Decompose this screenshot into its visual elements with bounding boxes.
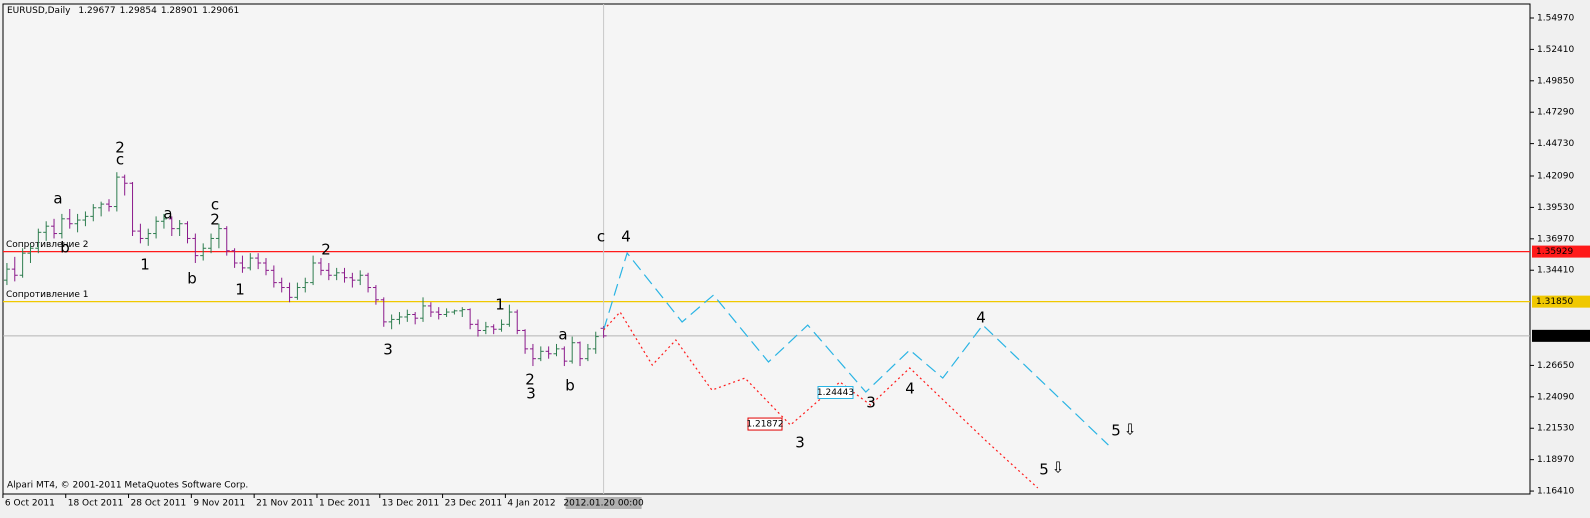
wave-label: 3 (795, 434, 805, 452)
x-tick-label: 9 Nov 2011 (193, 499, 245, 509)
level-price-box (1532, 295, 1590, 308)
wave-label: 1 (235, 281, 245, 299)
price-box (1532, 329, 1590, 342)
wave-label: 2 (115, 139, 125, 157)
y-tick-label: 1.42090 (1537, 172, 1574, 182)
wave-label: ⇩ (1124, 421, 1137, 439)
price-tag (747, 417, 783, 431)
y-tick-label: 1.16410 (1537, 487, 1574, 497)
price-label: 1.29061 (1536, 331, 1573, 341)
x-tick-label: 21 Nov 2011 (256, 499, 314, 509)
wave-label: 5 (1039, 461, 1049, 479)
plot-area (2, 3, 1531, 495)
y-tick-label: 1.34410 (1537, 266, 1574, 276)
header-price: 1.29677 (78, 6, 115, 16)
y-tick-label: 1.49850 (1537, 76, 1574, 86)
wave-label: c (116, 151, 124, 169)
y-tick-label: 1.26650 (1537, 361, 1574, 371)
y-tick-label: 1.44730 (1537, 139, 1574, 149)
cursor-box (565, 497, 642, 509)
wave-label: c (211, 196, 219, 214)
wave-label: 3 (866, 394, 876, 412)
x-tick-label: 18 Oct 2011 (68, 499, 124, 509)
y-tick-label: 1.18970 (1537, 455, 1574, 465)
wave-label: 3 (383, 341, 393, 359)
wave-label: 5 (1111, 422, 1121, 440)
wave-label: 3 (526, 385, 536, 403)
x-tick-label: 28 Oct 2011 (131, 499, 187, 509)
wave-label: c (597, 228, 605, 246)
level-name: Сопротивление 1 (6, 290, 88, 300)
wave-label: 1 (140, 256, 150, 274)
x-tick-label: 4 Jan 2012 (507, 499, 555, 509)
x-tick-label: 23 Dec 2011 (445, 499, 503, 509)
wave-label: 2 (321, 241, 331, 259)
chart-header: EURUSD,Daily 1.29677 1.29854 1.28901 1.29061 (7, 6, 239, 16)
wave-label: 2 (210, 211, 220, 229)
wave-label: b (60, 239, 70, 257)
level-price: 1.31850 (1536, 297, 1573, 307)
x-tick-label: 13 Dec 2011 (382, 499, 440, 509)
y-tick-label: 1.21530 (1537, 424, 1574, 434)
wave-label: b (187, 270, 197, 288)
footer: Alpari MT4, © 2001-2011 MetaQuotes Softw… (7, 481, 248, 491)
price-tag-label: 1.24443 (817, 388, 854, 398)
header-price: 1.29061 (202, 6, 239, 16)
x-tick-label: 6 Oct 2011 (5, 499, 55, 509)
wave-label: a (163, 205, 172, 223)
y-tick-label: 1.54970 (1537, 13, 1574, 23)
wave-label: 4 (905, 380, 915, 398)
price-tag-label: 1.21872 (746, 420, 783, 430)
wave-label: 4 (621, 228, 631, 246)
wave-label: 4 (976, 309, 986, 327)
x-tick-label: 1 Dec 2011 (319, 499, 371, 509)
y-tick-label: 1.24090 (1537, 392, 1574, 402)
symbol: EURUSD,Daily (7, 6, 71, 16)
y-tick-label: 1.47290 (1537, 108, 1574, 118)
y-tick-label: 1.36970 (1537, 234, 1574, 244)
wave-label: a (53, 190, 62, 208)
wave-label: a (558, 326, 567, 344)
forecast-line (603, 251, 1109, 446)
header-price: 1.29854 (120, 6, 157, 16)
wave-label: 2 (525, 371, 535, 389)
price-tag (817, 386, 854, 400)
wave-label: 1 (495, 296, 505, 314)
forecast-line (603, 311, 1039, 489)
cursor-label: 2012.01.20 00:00 (563, 499, 644, 509)
y-tick-label: 1.39530 (1537, 203, 1574, 213)
wave-label: ⇩ (1052, 459, 1065, 477)
header-price: 1.28901 (161, 6, 198, 16)
level-price-box (1532, 245, 1590, 258)
y-tick-label: 1.52410 (1537, 45, 1574, 55)
level-name: Сопротивление 2 (6, 240, 88, 250)
wave-label: b (565, 377, 575, 395)
level-price: 1.35929 (1536, 247, 1573, 257)
